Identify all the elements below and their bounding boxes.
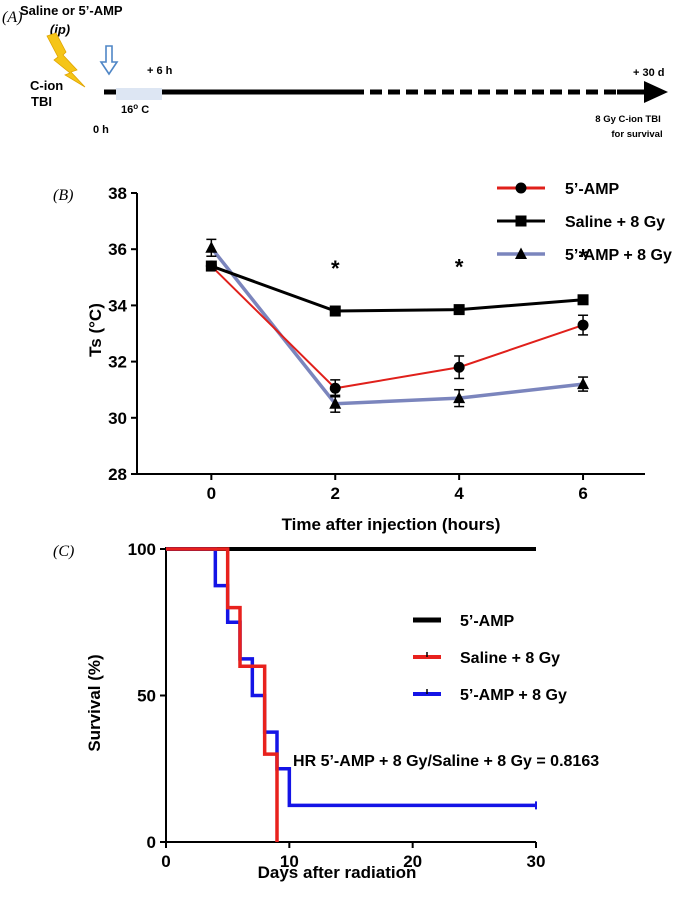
survival-curve-2	[166, 547, 536, 808]
y-tick-label: 28	[108, 465, 127, 484]
panel-b-legend: 5’-AMP Saline + 8 Gy 5’-AMP + 8 Gy	[497, 181, 672, 264]
x-tick-label: 30	[527, 852, 546, 871]
y-tick-label: 38	[108, 184, 127, 203]
data-point	[329, 305, 341, 317]
legend-item: 5’-AMP + 8 Gy	[497, 247, 672, 264]
legend-label: 5’-AMP	[460, 613, 515, 630]
data-point	[205, 241, 218, 253]
legend-label: Saline + 8 Gy	[460, 650, 560, 667]
data-point	[205, 260, 217, 272]
x-tick-label: 0	[161, 852, 170, 871]
y-tick-label: 0	[147, 833, 156, 852]
data-point	[329, 382, 341, 394]
y-tick-label: 100	[128, 540, 156, 559]
significance-marker: *	[331, 256, 340, 281]
data-point	[453, 361, 465, 373]
timeline-arrowhead-icon	[644, 81, 668, 103]
panel-b-label: (B)	[53, 187, 73, 204]
x-tick-label: 6	[578, 484, 587, 503]
legend-label: 5’-AMP + 8 Gy	[565, 247, 672, 264]
y-tick-label: 30	[108, 409, 127, 428]
temperature-label: 16o C	[121, 102, 149, 116]
legend-label: Saline + 8 Gy	[565, 214, 665, 231]
panel-b-xlabel: Time after injection (hours)	[282, 515, 501, 534]
legend-marker	[515, 182, 527, 194]
x-tick-label: 4	[454, 484, 464, 503]
legend-marker	[515, 247, 527, 259]
data-point	[453, 304, 465, 316]
x-tick-label: 10	[280, 852, 299, 871]
y-tick-label: 36	[108, 240, 127, 259]
x-tick-label: 2	[331, 484, 340, 503]
data-point	[329, 397, 342, 409]
series-line	[210, 264, 584, 313]
legend-item: Saline + 8 Gy	[413, 650, 560, 667]
panel-c-annotations: HR 5’-AMP + 8 Gy/Saline + 8 Gy = 0.8163	[293, 753, 599, 770]
significance-marker: *	[579, 245, 588, 270]
data-point	[577, 294, 589, 306]
data-point	[577, 377, 590, 390]
legend-marker	[515, 215, 527, 227]
panel-b-annotations: * * *	[331, 245, 588, 281]
injection-arrow-icon	[99, 45, 119, 76]
time-start-label: 0 h	[93, 124, 109, 136]
panel-c-xlabel: Days after radiation	[258, 863, 417, 882]
x-tick-label: 20	[403, 852, 422, 871]
survival-curve-1	[166, 547, 279, 842]
legend-item: 5’-AMP + 8 Gy	[413, 687, 567, 704]
panel-b-ylabel: Ts (°C)	[86, 303, 105, 357]
data-point	[453, 391, 466, 404]
series-2	[205, 238, 590, 413]
x-tick-label: 0	[207, 484, 216, 503]
panel-c: (C) 0 50 100 0 10 20 30 HR 5’-AMP + 8 Gy/Salin…	[53, 540, 599, 882]
panel-b-axes: 28 30 32 34 36 38 0 2 4 6	[108, 184, 645, 503]
panel-c-series	[166, 547, 537, 842]
irradiation-label-line1: C-ion	[30, 78, 63, 93]
irradiation-label-line2: TBI	[31, 94, 52, 109]
end-label-line1: 8 Gy C-ion TBI	[595, 114, 660, 125]
panel-b-series	[205, 238, 590, 413]
series-line	[210, 265, 584, 390]
series-0	[205, 260, 589, 398]
cold-exposure-box	[116, 88, 162, 100]
panel-c-ylabel: Survival (%)	[85, 654, 104, 751]
y-tick-label: 50	[137, 687, 156, 706]
panel-b: (B) 28 30 32 34 36 38 0 2 4 6 * * * Time after inje…	[53, 181, 672, 534]
legend-item: 5’-AMP	[497, 181, 620, 198]
legend-item: 5’-AMP	[413, 613, 515, 630]
series-line	[209, 246, 584, 406]
time-30d-label: + 30 d	[633, 67, 665, 79]
data-point	[577, 319, 589, 331]
time-6h-label: + 6 h	[147, 65, 173, 77]
panel-c-axes: 0 50 100 0 10 20 30	[128, 540, 546, 871]
hazard-ratio-annotation: HR 5’-AMP + 8 Gy/Saline + 8 Gy = 0.8163	[293, 753, 599, 770]
series-1	[205, 260, 589, 317]
panel-a-label: (A)	[2, 9, 22, 26]
panel-a: (A) Saline or 5’-AMP (ip) C-ion TBI 16o …	[2, 3, 668, 140]
legend-label: 5’-AMP + 8 Gy	[460, 687, 567, 704]
y-tick-label: 32	[108, 353, 127, 372]
lightning-icon	[46, 32, 86, 88]
panel-c-label: (C)	[53, 543, 74, 560]
end-label-line2: for survival	[611, 129, 662, 140]
panel-c-legend: 5’-AMP Saline + 8 Gy 5’-AMP + 8 Gy	[413, 613, 567, 704]
injection-label: Saline or 5’-AMP	[20, 3, 123, 18]
significance-marker: *	[455, 254, 464, 279]
legend-item: Saline + 8 Gy	[497, 214, 665, 231]
y-tick-label: 34	[108, 296, 127, 315]
legend-label: 5’-AMP	[565, 181, 620, 198]
